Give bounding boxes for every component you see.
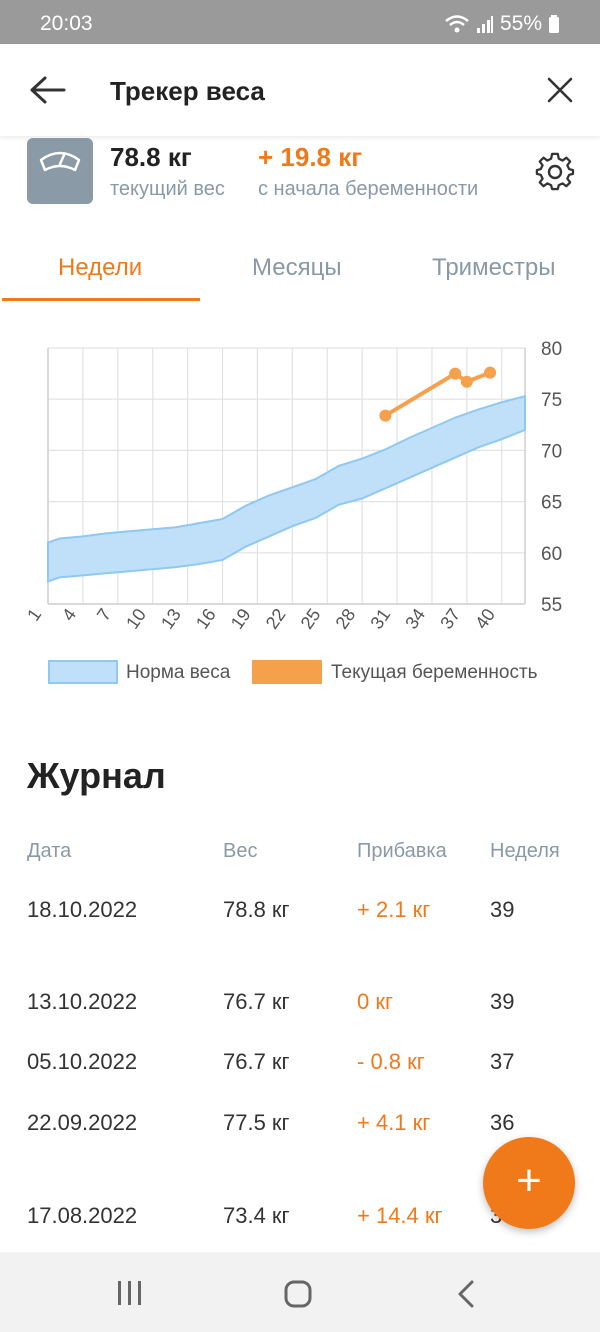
current-pregnancy-point [449,367,462,380]
row-gain: 0 кг [357,989,393,1014]
x-tick-label: 22 [262,605,290,633]
column-header-week: Неделя [490,840,560,862]
system-nav-bar [0,1252,600,1332]
gear-icon[interactable] [535,152,575,192]
active-tab-indicator [2,298,200,301]
battery-percent: 55% [499,12,542,35]
close-icon[interactable] [546,76,574,104]
row-week: 39 [490,989,515,1014]
chart-legend: Норма веса Текущая беременность [0,658,600,688]
page-title: Трекер веса [110,76,265,106]
row-weight: 76.7 кг [223,1049,290,1074]
column-header-gain: Прибавка [357,840,447,862]
legend-swatch-current [252,660,322,684]
legend-swatch-norm [48,660,118,684]
x-tick-label: 40 [471,605,499,633]
x-tick-label: 13 [157,605,185,633]
back-nav-icon[interactable] [456,1280,476,1308]
app-bar: Трекер веса [0,44,600,136]
y-tick-label: 75 [541,390,562,411]
period-tabs: Недели Месяцы Триместры [0,236,600,304]
row-week: 39 [490,897,515,922]
y-tick-label: 70 [541,441,562,462]
home-icon[interactable] [284,1280,312,1308]
row-date: 18.10.2022 [27,897,138,922]
row-weight: 73.4 кг [223,1203,290,1228]
battery-icon [549,15,559,33]
status-time: 20:03 [40,12,93,35]
legend-label-norm: Норма веса [126,662,231,683]
signal-icon [476,16,493,33]
recent-apps-icon[interactable] [116,1280,144,1306]
x-tick-label: 34 [401,605,429,633]
y-tick-label: 65 [541,493,562,514]
status-icons: 55% [444,12,560,36]
y-tick-label: 60 [541,544,562,565]
column-header-date: Дата [27,840,72,862]
weight-chart: 55 60 65 70 75 80 1 4 7 10 13 16 19 22 25 28 31 34 37 40 [0,330,600,650]
x-tick-label: 1 [23,605,45,625]
row-date: 22.09.2022 [27,1110,138,1135]
row-weight: 78.8 кг [223,897,290,922]
current-weight-value: 78.8 кг [110,142,192,172]
x-tick-label: 25 [297,605,325,633]
x-tick-label: 10 [122,605,150,633]
column-header-weight: Вес [223,840,258,862]
y-tick-label: 55 [541,595,562,616]
journal-title: Журнал [27,755,166,796]
weight-gain-value: + 19.8 кг [258,142,363,172]
weight-summary: 78.8 кг текущий вес + 19.8 кг с начала б… [0,136,600,216]
row-gain: + 2.1 кг [357,897,431,922]
current-pregnancy-point [379,409,392,422]
row-date: 13.10.2022 [27,989,138,1014]
x-tick-label: 28 [332,605,360,633]
row-gain: + 14.4 кг [357,1203,443,1228]
tab-trimesters[interactable]: Триместры [432,254,556,281]
current-weight-label: текущий вес [110,178,225,200]
add-weight-button[interactable]: + [483,1137,575,1229]
weight-chart-svg: 55 60 65 70 75 80 1 4 7 10 13 16 19 22 25 28 31 34 37 40 [23,339,562,633]
x-tick-label: 4 [58,605,80,625]
current-pregnancy-line [384,370,491,418]
row-date: 17.08.2022 [27,1203,138,1228]
row-week: 37 [490,1049,515,1074]
tab-months[interactable]: Месяцы [252,254,342,281]
wifi-icon [445,15,469,33]
scale-icon [27,138,93,204]
row-date: 05.10.2022 [27,1049,138,1074]
back-arrow-icon[interactable] [28,74,68,106]
x-tick-label: 37 [436,605,464,633]
x-tick-label: 7 [93,605,115,625]
x-tick-label: 31 [366,605,394,633]
row-weight: 77.5 кг [223,1110,290,1135]
current-pregnancy-point [484,366,497,379]
x-tick-label: 19 [227,605,255,633]
norm-weight-band [47,394,526,583]
row-gain: - 0.8 кг [357,1049,425,1074]
weight-gain-label: с начала беременности [258,178,479,200]
row-weight: 76.7 кг [223,989,290,1014]
y-tick-label: 80 [541,339,562,360]
row-gain: + 4.1 кг [357,1110,431,1135]
status-bar: 20:03 55% [0,0,600,44]
x-tick-label: 16 [192,605,220,633]
row-week: 36 [490,1110,515,1135]
legend-label-current: Текущая беременность [331,662,538,683]
tab-weeks[interactable]: Недели [58,254,143,281]
current-pregnancy-point [460,375,473,388]
